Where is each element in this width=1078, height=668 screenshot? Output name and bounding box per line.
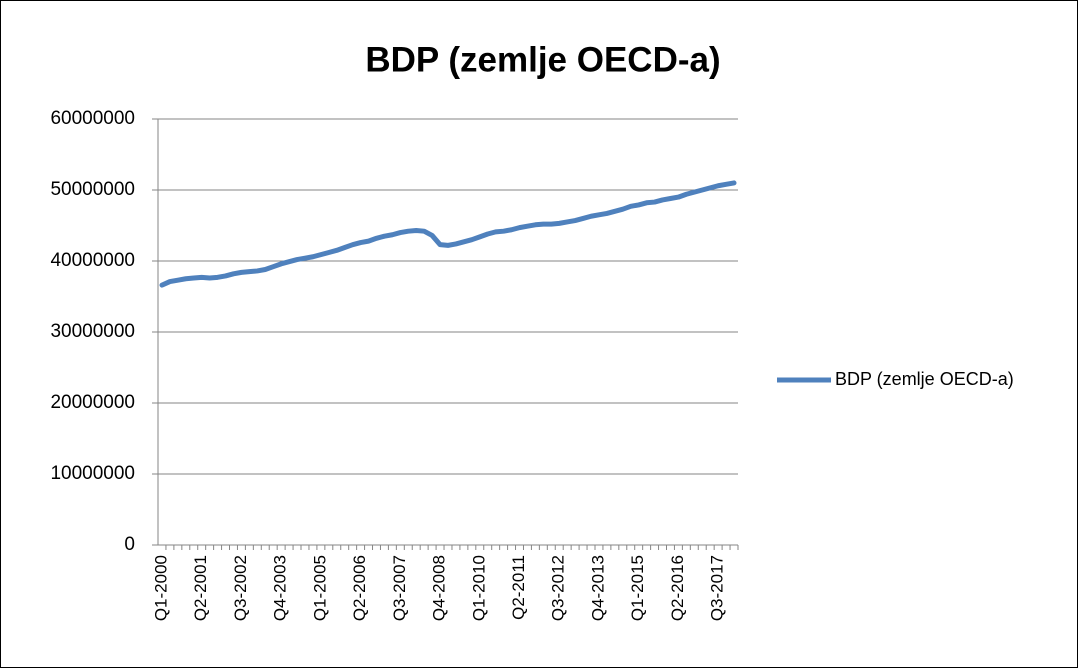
x-tick-label: Q3-2007 [390, 555, 409, 621]
y-tick-label: 40000000 [50, 250, 135, 271]
x-tick-label: Q4-2003 [271, 555, 290, 621]
y-tick-label: 0 [124, 534, 135, 555]
x-tick-label: Q4-2013 [588, 555, 607, 621]
legend-label: BDP (zemlje OECD-a) [835, 369, 1014, 389]
x-tick-label: Q3-2002 [231, 555, 250, 621]
y-tick-label: 50000000 [50, 179, 135, 200]
x-tick-label: Q2-2006 [350, 555, 369, 621]
y-tick-label: 20000000 [50, 392, 135, 413]
y-tick-label: 60000000 [50, 108, 135, 129]
x-tick-label: Q1-2005 [310, 555, 329, 621]
x-tick-label: Q2-2011 [509, 555, 528, 620]
data-line [159, 180, 737, 288]
chart-title: BDP (zemlje OECD-a) [365, 40, 720, 79]
x-tick-label: Q2-2001 [191, 555, 210, 621]
x-tick-label: Q4-2008 [430, 555, 449, 621]
x-tick-label: Q2-2016 [668, 555, 687, 621]
x-tick-label: Q3-2012 [549, 555, 568, 621]
x-tick-label: Q1-2015 [628, 555, 647, 621]
x-tick-label: Q3-2017 [708, 555, 727, 621]
x-tick-label: Q1-2000 [151, 555, 170, 621]
y-tick-label: 10000000 [50, 463, 135, 484]
y-tick-label: 30000000 [50, 321, 135, 342]
x-tick-label: Q1-2010 [469, 555, 488, 621]
